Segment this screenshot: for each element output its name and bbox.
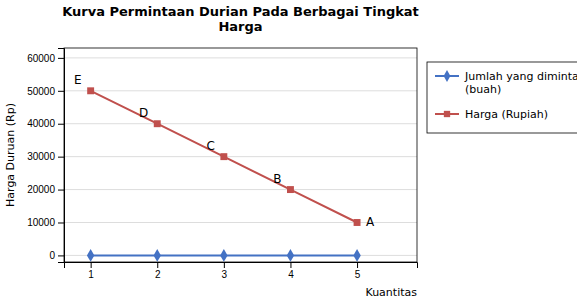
y-tick-label: 60000: [27, 53, 55, 64]
annotation: C: [206, 139, 214, 153]
y-tick: 20000: [27, 184, 64, 195]
marks: [87, 87, 361, 262]
x-tick-label: 5: [355, 269, 361, 280]
legend-frame: [427, 62, 577, 133]
y-tick-mark: [58, 255, 64, 256]
series-marker: [87, 249, 94, 262]
title: Kurva Permintaan Durian Pada Berbagai Ti…: [62, 4, 419, 34]
x-tick-mark: [157, 262, 158, 268]
chart: Kurva Permintaan Durian Pada Berbagai Ti…: [0, 0, 577, 302]
grid-line: [64, 123, 417, 124]
grid-line: [64, 189, 417, 190]
annotation: E: [74, 73, 82, 87]
y-tick-mark: [58, 91, 64, 92]
y-tick-label: 50000: [27, 86, 55, 97]
x-tick-label: 3: [222, 269, 228, 280]
y-tick-label: 10000: [27, 217, 55, 228]
y-tick: 50000: [27, 86, 64, 97]
y-tick: 30000: [27, 151, 64, 162]
y-axis-label: Harga Duruan (Rp): [4, 103, 17, 207]
series-line: [91, 91, 357, 223]
series-marker: [287, 249, 294, 262]
y-axis: 0 10000 20000 30000 40000 50000 60000: [27, 49, 64, 263]
x-tick: 5: [355, 262, 361, 280]
x-tick-mark: [357, 262, 358, 268]
series-marker: [220, 153, 227, 160]
grid-line: [64, 255, 417, 256]
plot: 1 2 3 4 5 0 10000 20000 30000 40000 50000 60000 E D C B…: [27, 48, 417, 280]
grid-line: [64, 57, 417, 58]
legend-marker: [444, 70, 451, 82]
legend-label: Harga (Rupiah): [465, 108, 548, 121]
legend-marker: [444, 111, 450, 117]
x-tick-mark: [290, 262, 291, 268]
x-tick: 2: [155, 262, 161, 280]
y-tick: 10000: [27, 217, 64, 228]
series-marker: [353, 249, 360, 262]
annotation: D: [139, 106, 148, 120]
x-tick: 3: [222, 262, 228, 280]
x-axis: 1 2 3 4 5: [65, 262, 418, 280]
y-tick-mark: [58, 124, 64, 125]
y-tick-mark: [58, 157, 64, 158]
grid-line: [64, 156, 417, 157]
x-tick: 4: [288, 262, 294, 280]
grid: [64, 58, 417, 256]
x-tick-mark: [91, 262, 92, 268]
x-tick: 1: [88, 262, 94, 280]
y-tick: 0: [49, 250, 64, 261]
x-axis-label: Kuantitas: [365, 286, 417, 299]
y-tick-label: 30000: [27, 151, 55, 162]
grid-line: [64, 222, 417, 223]
plot-frame: [64, 48, 417, 262]
series-marker: [154, 249, 161, 262]
y-tick-mark: [58, 222, 64, 223]
series-marker: [287, 186, 294, 193]
annotations: E D C B A: [74, 73, 375, 230]
annotation: B: [273, 172, 281, 186]
grid-line: [64, 90, 417, 91]
series-marker: [354, 219, 361, 226]
series-marker: [220, 249, 227, 262]
y-tick-mark: [58, 190, 64, 191]
y-axis-line: [58, 49, 65, 263]
legend-item: Harga (Rupiah): [435, 108, 548, 121]
y-tick: 60000: [27, 53, 64, 64]
legend: Jumlah yang diminta(buah) Harga (Rupiah): [427, 62, 577, 133]
annotation: A: [366, 215, 375, 229]
y-tick: 40000: [27, 118, 64, 129]
x-tick-label: 4: [288, 269, 294, 280]
legend-label: Jumlah yang diminta(buah): [464, 70, 577, 96]
x-tick-label: 1: [88, 269, 94, 280]
legend-item: Jumlah yang diminta(buah): [435, 70, 577, 96]
y-tick-label: 40000: [27, 118, 55, 129]
y-tick-label: 0: [49, 250, 55, 261]
series-marker: [87, 87, 94, 94]
series-marker: [154, 120, 161, 127]
y-tick-label: 20000: [27, 184, 55, 195]
x-tick-mark: [224, 262, 225, 268]
x-axis-line: [65, 263, 418, 269]
x-tick-label: 2: [155, 269, 161, 280]
y-tick-mark: [58, 58, 64, 59]
